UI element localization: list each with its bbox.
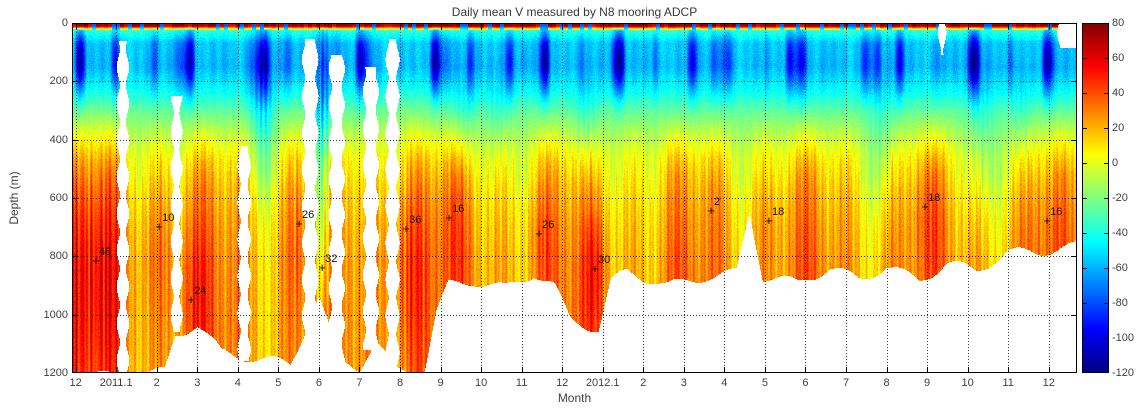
x-tick-label: 5	[275, 377, 282, 389]
x-tick-label: 3	[680, 377, 687, 389]
x-tick-label: 10	[474, 377, 488, 389]
data-point-label: 16	[1050, 206, 1063, 219]
data-point-label: 26	[542, 219, 555, 232]
chart-title: Daily mean V measured by N8 mooring ADCP	[451, 5, 698, 19]
colorbar-tick-label: 40	[1112, 87, 1125, 99]
y-tick-label: 1200	[43, 367, 68, 379]
x-tick-label: 11	[1002, 377, 1014, 389]
data-point-label: 24	[194, 285, 207, 298]
data-point-marker: +	[92, 252, 100, 268]
x-tick-label: 7	[842, 377, 850, 389]
data-point-marker: +	[155, 219, 163, 235]
x-tick-label: 12	[1042, 377, 1055, 389]
colorbar-canvas	[1082, 23, 1109, 373]
x-tick-label: 11	[515, 377, 528, 389]
colorbar-tick-label: 20	[1112, 122, 1125, 134]
x-tick-label: 4	[721, 377, 728, 389]
x-tick-label: 2012.1	[585, 377, 620, 389]
colorbar-tick-label: 80	[1112, 17, 1125, 29]
data-point-marker: +	[445, 210, 453, 226]
colorbar-tick-label: -40	[1112, 227, 1128, 239]
data-point-label: 2	[713, 196, 721, 209]
data-point-label: 18	[771, 206, 785, 219]
data-point-label: 46	[98, 245, 112, 258]
x-tick-label: 6	[802, 377, 809, 389]
data-point-label: 18	[928, 191, 941, 204]
data-point-label: 36	[409, 213, 422, 226]
x-tick-label: 5	[761, 377, 768, 389]
data-point-marker: +	[1043, 213, 1051, 229]
x-axis-label: Month	[557, 391, 592, 405]
x-tick-label: 10	[961, 377, 974, 389]
colorbar-tick-label: -100	[1112, 332, 1135, 344]
data-point-marker: +	[707, 203, 715, 219]
colorbar-tick-label: -120	[1112, 367, 1135, 379]
data-point-marker: +	[921, 198, 929, 214]
x-tick-label: 4	[234, 377, 241, 389]
x-tick-label: 2	[153, 377, 160, 389]
y-tick-label: 400	[49, 133, 68, 146]
colorbar-tick-label: 60	[1112, 52, 1125, 64]
x-tick-label: 9	[924, 377, 931, 389]
data-point-marker: +	[535, 226, 543, 242]
x-tick-label: 6	[315, 377, 322, 389]
colorbar-tick-label: 0	[1112, 157, 1119, 169]
data-point-marker: +	[295, 216, 303, 232]
x-tick-label: 9	[437, 377, 444, 389]
data-point-label: 32	[325, 253, 338, 265]
x-tick-label: 12	[556, 377, 569, 389]
x-tick-label: 2011.1	[99, 377, 133, 389]
y-tick-label: 1000	[43, 308, 68, 321]
colorbar-tick-label: -60	[1112, 262, 1128, 274]
heatmap-canvas	[72, 23, 1077, 373]
data-point-marker: +	[187, 292, 195, 308]
data-point-label: 10	[162, 212, 175, 225]
x-tick-label: 8	[883, 377, 890, 389]
colorbar-tick-label: -80	[1112, 297, 1128, 309]
y-tick-label: 800	[49, 250, 68, 263]
x-tick-label: 7	[356, 377, 363, 389]
x-tick-label: 8	[396, 377, 404, 389]
data-point-marker: +	[591, 261, 599, 277]
data-point-marker: +	[402, 220, 410, 236]
x-tick-label: 3	[194, 377, 201, 389]
y-tick-label: 200	[49, 75, 68, 88]
data-point-label: 16	[452, 203, 465, 216]
x-tick-label: 2	[640, 377, 647, 389]
data-point-marker: +	[318, 259, 326, 275]
data-point-marker: +	[765, 213, 773, 229]
data-point-label: 30	[598, 254, 611, 267]
colorbar-tick-label: -20	[1112, 192, 1128, 204]
y-tick-label: 600	[49, 192, 68, 204]
x-tick-label: 12	[69, 377, 82, 389]
y-tick-label: 0	[61, 17, 68, 29]
data-point-label: 26	[302, 209, 315, 222]
